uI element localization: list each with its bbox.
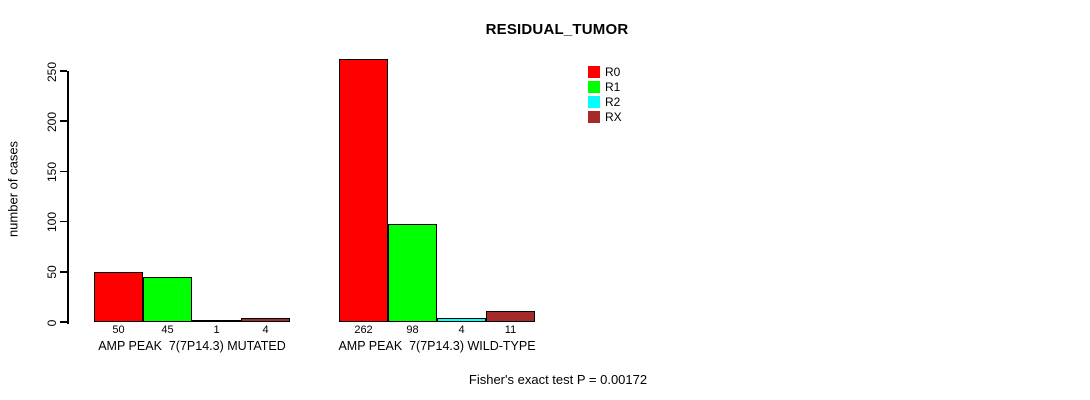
stat-annotation: Fisher's exact test P = 0.00172 xyxy=(468,372,648,387)
legend: R0 R1 R2 RX xyxy=(588,64,622,124)
legend-item: R1 xyxy=(588,79,622,94)
y-tick xyxy=(60,70,67,72)
y-tick-label: 0 xyxy=(45,319,59,326)
y-axis-label: number of cases xyxy=(5,140,21,238)
bar-value-label: 11 xyxy=(504,324,517,336)
y-tick xyxy=(60,120,67,122)
bar-value-label: 4 xyxy=(458,324,465,336)
y-tick-label: 100 xyxy=(45,212,59,233)
legend-swatch-rx xyxy=(588,110,600,123)
legend-label: R0 xyxy=(605,64,621,79)
legend-item: RX xyxy=(588,109,622,124)
bar-value-label: 98 xyxy=(406,324,419,336)
y-tick-label: 150 xyxy=(45,161,59,182)
y-tick xyxy=(60,170,67,173)
bar-value-label: 1 xyxy=(213,324,220,336)
y-tick xyxy=(60,321,67,323)
legend-label: R2 xyxy=(605,94,621,109)
bar-r2-mutated xyxy=(192,320,241,322)
bar-rx-mutated xyxy=(241,318,290,322)
legend-swatch-r1 xyxy=(588,80,600,93)
legend-item: R0 xyxy=(588,64,622,79)
bar-value-label: 4 xyxy=(262,324,269,336)
x-category-label: AMP PEAK 7(7P14.3) MUTATED xyxy=(98,339,286,353)
bar-r2-wild-type xyxy=(437,318,486,322)
legend-label: R1 xyxy=(605,79,621,94)
y-tick xyxy=(60,220,67,223)
bar-value-label: 262 xyxy=(354,324,373,336)
bar-r0-wild-type xyxy=(339,59,388,322)
legend-item: R2 xyxy=(588,94,622,109)
legend-label: RX xyxy=(605,109,622,124)
y-tick-label: 250 xyxy=(45,61,59,82)
legend-swatch-r0 xyxy=(588,65,600,78)
bar-value-label: 50 xyxy=(112,324,125,336)
y-tick-label: 50 xyxy=(45,265,59,279)
y-axis-line xyxy=(67,71,69,324)
bar-value-label: 45 xyxy=(161,324,174,336)
bar-r1-mutated xyxy=(143,277,192,322)
y-tick-label: 200 xyxy=(45,111,59,132)
y-tick xyxy=(60,271,67,273)
chart-title: RESIDUAL_TUMOR xyxy=(485,21,629,38)
bar-r0-mutated xyxy=(94,272,143,322)
bar-r1-wild-type xyxy=(388,224,437,322)
x-category-label: AMP PEAK 7(7P14.3) WILD-TYPE xyxy=(338,339,536,353)
legend-swatch-r2 xyxy=(588,95,600,108)
bar-rx-wild-type xyxy=(486,311,535,322)
